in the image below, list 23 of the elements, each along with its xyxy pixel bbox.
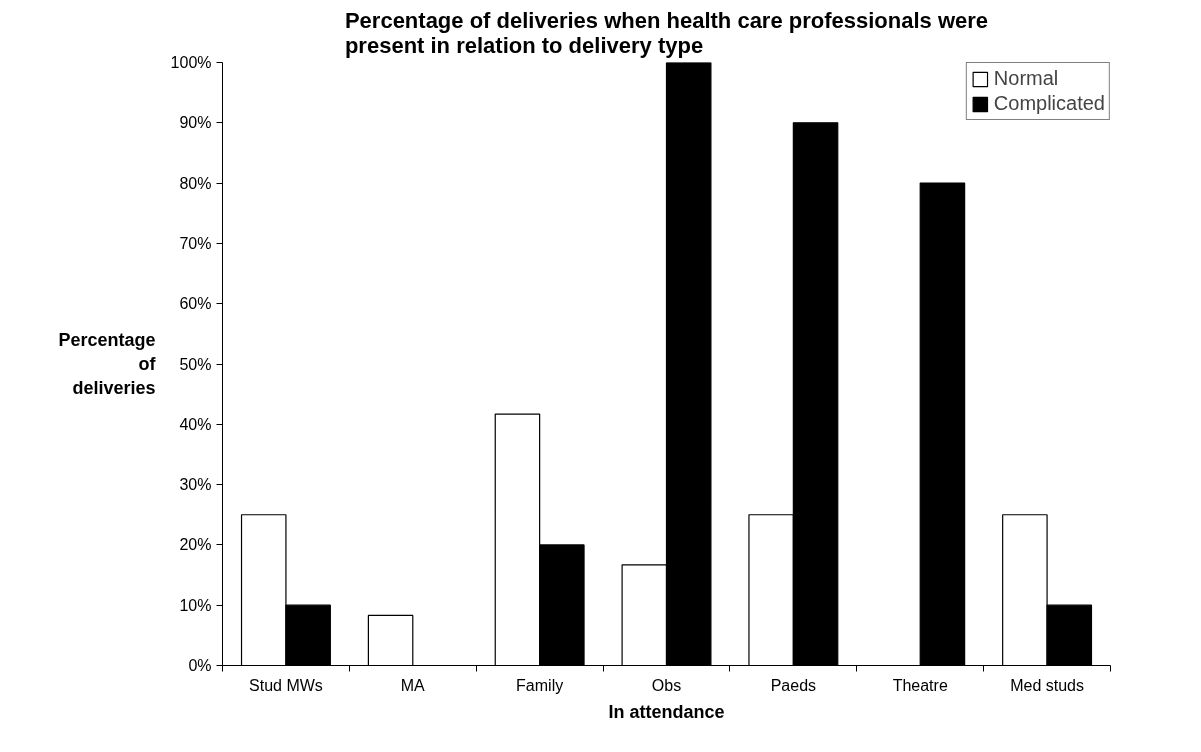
y-tick-label: 90% — [179, 114, 212, 132]
y-tick-label: 30% — [179, 476, 212, 494]
y-tick-label: 60% — [179, 295, 212, 313]
y-tick-label: 100% — [170, 54, 212, 71]
x-tick-label: Stud MWs — [249, 676, 323, 694]
y-axis-title: Percentage of deliveries — [58, 330, 157, 398]
y-tick-label: 10% — [179, 596, 212, 614]
y-tick-label: 0% — [188, 657, 212, 674]
chart-title: Percentage of deliveries when health care professionals were present in relation to delivery type — [344, 7, 989, 58]
legend-label: Complicated — [993, 92, 1105, 115]
y-tick-label: 50% — [179, 355, 212, 373]
x-tick-label: Med studs — [1010, 676, 1084, 694]
x-tick-label: Family — [516, 676, 564, 694]
x-tick-label: Obs — [651, 676, 682, 694]
legend-label: Normal — [993, 67, 1059, 90]
y-tick-label: 40% — [179, 415, 212, 433]
x-axis-title: In attendance — [608, 701, 725, 722]
x-tick-label: Theatre — [892, 676, 948, 694]
x-tick-label: MA — [400, 676, 426, 694]
y-tick-label: 70% — [179, 234, 212, 252]
y-tick-label: 20% — [179, 536, 212, 554]
y-tick-label: 80% — [179, 174, 212, 192]
x-tick-label: Paeds — [770, 676, 817, 694]
